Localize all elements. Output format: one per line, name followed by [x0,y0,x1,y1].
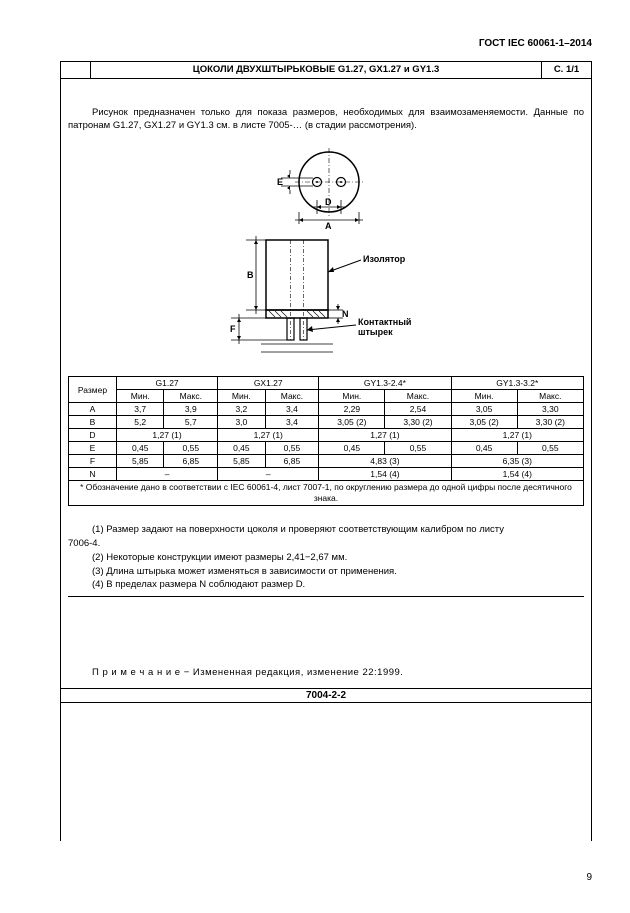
cell: 3,0 [218,416,265,429]
document-id: ГОСТ IEC 60061-1–2014 [60,38,592,49]
label-contact-1: Контактный [358,317,411,327]
note-4: (4) В пределах размера N соблюдают разме… [68,579,584,592]
row-label: E [69,442,117,455]
cell: 5,7 [164,416,218,429]
intro-line-1: Рисунок предназначен только для показа р… [92,107,528,118]
title-bar: ЦОКОЛИ ДВУХШТЫРЬКОВЫЕ G1.27, GX1.27 и GY… [60,61,592,79]
cell: 5,85 [218,455,265,468]
cell: 1,54 (4) [319,468,451,481]
table-footnote: * Обозначение дано в соответствии с IEC … [69,481,584,506]
diagram-side-view: Изолятор Контактный штырек B F [211,232,441,362]
cell: 3,9 [164,403,218,416]
diagram-top-view: E D A [271,142,381,232]
note-1b: 7006-4. [68,538,584,551]
table-row: B 5,25,7 3,03,4 3,05 (2)3,30 (2) 3,05 (2… [69,416,584,429]
cell: 0,55 [517,442,583,455]
header-gx127: GX1.27 [218,377,319,390]
notes-block: (1) Размер задают на поверхности цоколя … [68,524,584,597]
cell: 3,30 (2) [385,416,451,429]
row-label: N [69,468,117,481]
cell: 0,55 [385,442,451,455]
cell: 0,55 [265,442,319,455]
label-d: D [325,197,332,207]
cell: 6,85 [164,455,218,468]
title-bar-right: С. 1/1 [541,62,591,78]
sub-min: Мин. [218,390,265,403]
table-header-row-2: Мин.Макс. Мин.Макс. Мин.Макс. Мин.Макс. [69,390,584,403]
row-label: D [69,429,117,442]
dimension-table: Размер G1.27 GX1.27 GY1.3-2.4* GY1.3-3.2… [68,376,584,506]
header-gy13-24: GY1.3-2.4* [319,377,451,390]
cell: 0,45 [451,442,517,455]
cell: 3,4 [265,403,319,416]
intro-paragraph: Рисунок предназначен только для показа р… [68,107,584,133]
note-3: (3) Длина штырька может изменяться в зав… [68,566,584,579]
title-bar-center: ЦОКОЛИ ДВУХШТЫРЬКОВЫЕ G1.27, GX1.27 и GY… [91,62,541,78]
sub-min: Мин. [319,390,385,403]
cell: – [218,468,319,481]
cell: 5,85 [117,455,164,468]
sub-max: Макс. [164,390,218,403]
row-label: B [69,416,117,429]
sub-max: Макс. [265,390,319,403]
final-note: П р и м е ч а н и е − Измененная редакци… [68,667,584,678]
label-e: E [277,177,283,187]
cell: 3,30 [517,403,583,416]
cell: 1,27 (1) [319,429,451,442]
row-label: A [69,403,117,416]
cell: 1,27 (1) [117,429,218,442]
cell: 0,55 [164,442,218,455]
cell: 3,30 (2) [517,416,583,429]
table-row: F 5,856,85 5,856,85 4,83 (3) 6,35 (3) [69,455,584,468]
note-1: (1) Размер задают на поверхности цоколя … [68,524,584,537]
header-size: Размер [69,377,117,403]
cell: 6,85 [265,455,319,468]
cell: 2,54 [385,403,451,416]
title-bar-left [61,62,91,78]
label-a: A [325,221,332,231]
divider [68,596,584,597]
cell: 0,45 [218,442,265,455]
header-g127: G1.27 [117,377,218,390]
cell: 4,83 (3) [319,455,451,468]
row-label: F [69,455,117,468]
note-2: (2) Некоторые конструкции имеют размеры … [68,552,584,565]
label-f: F [230,324,236,334]
sub-max: Макс. [385,390,451,403]
sub-max: Макс. [517,390,583,403]
label-n: N [342,309,349,319]
cell: 2,29 [319,403,385,416]
sub-min: Мин. [117,390,164,403]
cell: 6,35 (3) [451,455,583,468]
table-row: D 1,27 (1) 1,27 (1) 1,27 (1) 1,27 (1) [69,429,584,442]
cell: 1,27 (1) [451,429,583,442]
cell: 5,2 [117,416,164,429]
page: ГОСТ IEC 60061-1–2014 ЦОКОЛИ ДВУХШТЫРЬКО… [0,0,630,913]
diagram: E D A [68,142,584,372]
cell: – [117,468,218,481]
sub-min: Мин. [451,390,517,403]
cell: 1,27 (1) [218,429,319,442]
table-footnote-row: * Обозначение дано в соответствии с IEC … [69,481,584,506]
page-number: 9 [586,872,592,883]
table-header-row-1: Размер G1.27 GX1.27 GY1.3-2.4* GY1.3-3.2… [69,377,584,390]
cell: 3,7 [117,403,164,416]
label-contact-2: штырек [358,327,393,337]
cell: 0,45 [319,442,385,455]
label-insulator: Изолятор [363,254,406,264]
cell: 3,05 (2) [319,416,385,429]
label-b: B [247,270,254,280]
table-row: E 0,450,55 0,450,55 0,450,55 0,450,55 [69,442,584,455]
header-gy13-32: GY1.3-3.2* [451,377,583,390]
cell: 3,4 [265,416,319,429]
cell: 1,54 (4) [451,468,583,481]
footer-code: 7004-2-2 [60,688,592,703]
cell: 3,05 [451,403,517,416]
cell: 0,45 [117,442,164,455]
cell: 3,05 (2) [451,416,517,429]
table-row: N – – 1,54 (4) 1,54 (4) [69,468,584,481]
table-row: A 3,73,9 3,23,4 2,292,54 3,053,30 [69,403,584,416]
cell: 3,2 [218,403,265,416]
